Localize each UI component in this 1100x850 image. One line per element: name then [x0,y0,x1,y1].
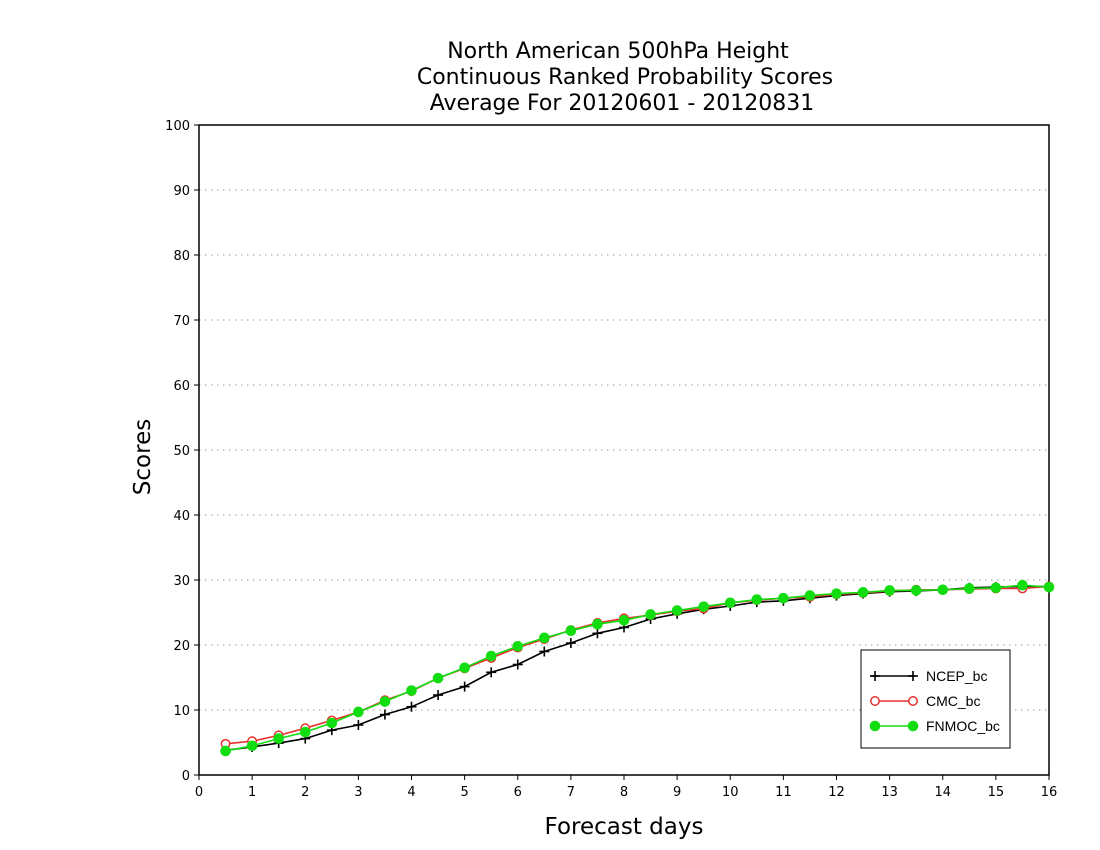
x-tick-label: 14 [934,785,951,800]
data-point-ncep-bc [459,681,470,692]
data-point-fnmoc-bc [671,605,683,616]
data-point-fnmoc-bc [964,583,975,594]
x-tick-label: 11 [775,785,792,800]
data-point-ncep-bc [592,628,603,639]
chart-title: North American 500hPa Height Continuous … [417,39,833,116]
legend-marker [870,671,880,681]
legend-entries: NCEP_bc CMC_bc FNMOC_bc [869,668,1000,734]
y-tick-label: 70 [173,314,190,329]
legend-marker [908,671,918,681]
data-point-fnmoc-bc [273,733,284,744]
x-axis-title: Forecast days [545,814,704,840]
y-tick-label: 100 [165,119,190,134]
y-tick-label: 60 [173,379,190,394]
data-point-fnmoc-bc [884,585,895,596]
legend-box [860,649,1011,749]
x-tick-label: 4 [407,785,415,800]
chart-title-line-3: Average For 20120601 - 20120831 [430,91,815,116]
data-point-fnmoc-bc [804,590,816,601]
y-tick-label: 10 [173,704,190,719]
data-point-fnmoc-bc [910,585,922,596]
y-axis-title: Scores [130,419,156,495]
legend-entry-ncep-bc: NCEP_bc [870,668,987,684]
x-tick-label: 3 [354,785,362,800]
y-tick-label: 0 [182,769,190,784]
legend-marker [907,720,919,732]
data-point-fnmoc-bc [990,582,1002,594]
x-tick-label: 7 [567,785,575,800]
data-point-fnmoc-bc [1017,579,1028,591]
data-point-fnmoc-bc [432,672,444,684]
data-point-fnmoc-bc [406,685,417,696]
data-point-fnmoc-bc [857,587,869,598]
x-tick-label: 2 [301,785,309,800]
legend-label: NCEP_bc [926,668,987,684]
data-point-fnmoc-bc [379,696,391,707]
data-point-ncep-bc [512,659,523,670]
y-tick-label: 90 [173,184,190,199]
data-point-fnmoc-bc [353,706,364,718]
x-tick-label: 1 [248,785,256,800]
chart-title-line-1: North American 500hPa Height [447,39,789,64]
data-point-ncep-bc [486,667,497,678]
x-axis-ticks: 0 1 2 3 4 5 6 7 8 9 10 11 12 13 14 15 16 [195,775,1057,800]
y-tick-label: 50 [173,444,190,459]
y-tick-label: 80 [173,249,190,264]
data-point-fnmoc-bc [565,625,577,637]
y-tick-label: 40 [173,509,190,524]
data-point-fnmoc-bc [645,609,656,620]
data-point-fnmoc-bc [539,632,550,644]
data-point-fnmoc-bc [1043,581,1055,593]
data-point-fnmoc-bc [831,588,842,599]
data-point-fnmoc-bc [326,717,338,729]
data-point-fnmoc-bc [778,592,789,604]
legend-marker [869,720,881,732]
legend-label: CMC_bc [926,693,980,709]
legend-entry-fnmoc-bc: FNMOC_bc [869,718,1000,734]
series-fnmoc-bc [220,579,1055,757]
data-point-fnmoc-bc [512,641,524,652]
chart-title-line-2: Continuous Ranked Probability Scores [417,65,833,90]
x-tick-label: 6 [514,785,522,800]
data-point-fnmoc-bc [220,745,231,757]
x-tick-label: 12 [828,785,845,800]
data-point-ncep-bc [406,701,417,712]
data-point-ncep-bc [539,646,550,657]
data-point-fnmoc-bc [299,726,311,738]
data-point-fnmoc-bc [485,650,497,662]
series-lines [220,579,1055,757]
legend: NCEP_bc CMC_bc FNMOC_bc [860,649,1011,749]
y-tick-label: 20 [173,639,190,654]
data-point-ncep-bc [353,719,364,730]
data-point-ncep-bc [433,690,444,701]
data-point-fnmoc-bc [592,618,603,630]
x-tick-label: 5 [460,785,468,800]
data-point-fnmoc-bc [698,601,709,612]
legend-marker [870,696,880,706]
y-tick-label: 30 [173,574,190,589]
x-tick-label: 0 [195,785,203,800]
data-point-fnmoc-bc [937,584,949,596]
legend-entry-cmc-bc: CMC_bc [870,693,980,709]
legend-marker [908,696,918,706]
data-point-ncep-bc [379,709,390,720]
x-tick-label: 13 [881,785,898,800]
x-tick-label: 10 [722,785,739,800]
x-tick-label: 16 [1041,785,1058,800]
data-point-fnmoc-bc [724,597,736,609]
data-point-fnmoc-bc [246,740,258,752]
data-point-fnmoc-bc [618,615,630,626]
legend-label: FNMOC_bc [926,718,1000,734]
data-point-fnmoc-bc [751,594,763,605]
data-point-ncep-bc [565,638,576,649]
y-axis-ticks: 0 10 20 30 40 50 60 70 80 90 100 [165,119,199,784]
x-tick-label: 8 [620,785,628,800]
x-tick-label: 9 [673,785,681,800]
x-tick-label: 15 [988,785,1005,800]
data-point-fnmoc-bc [459,662,470,674]
